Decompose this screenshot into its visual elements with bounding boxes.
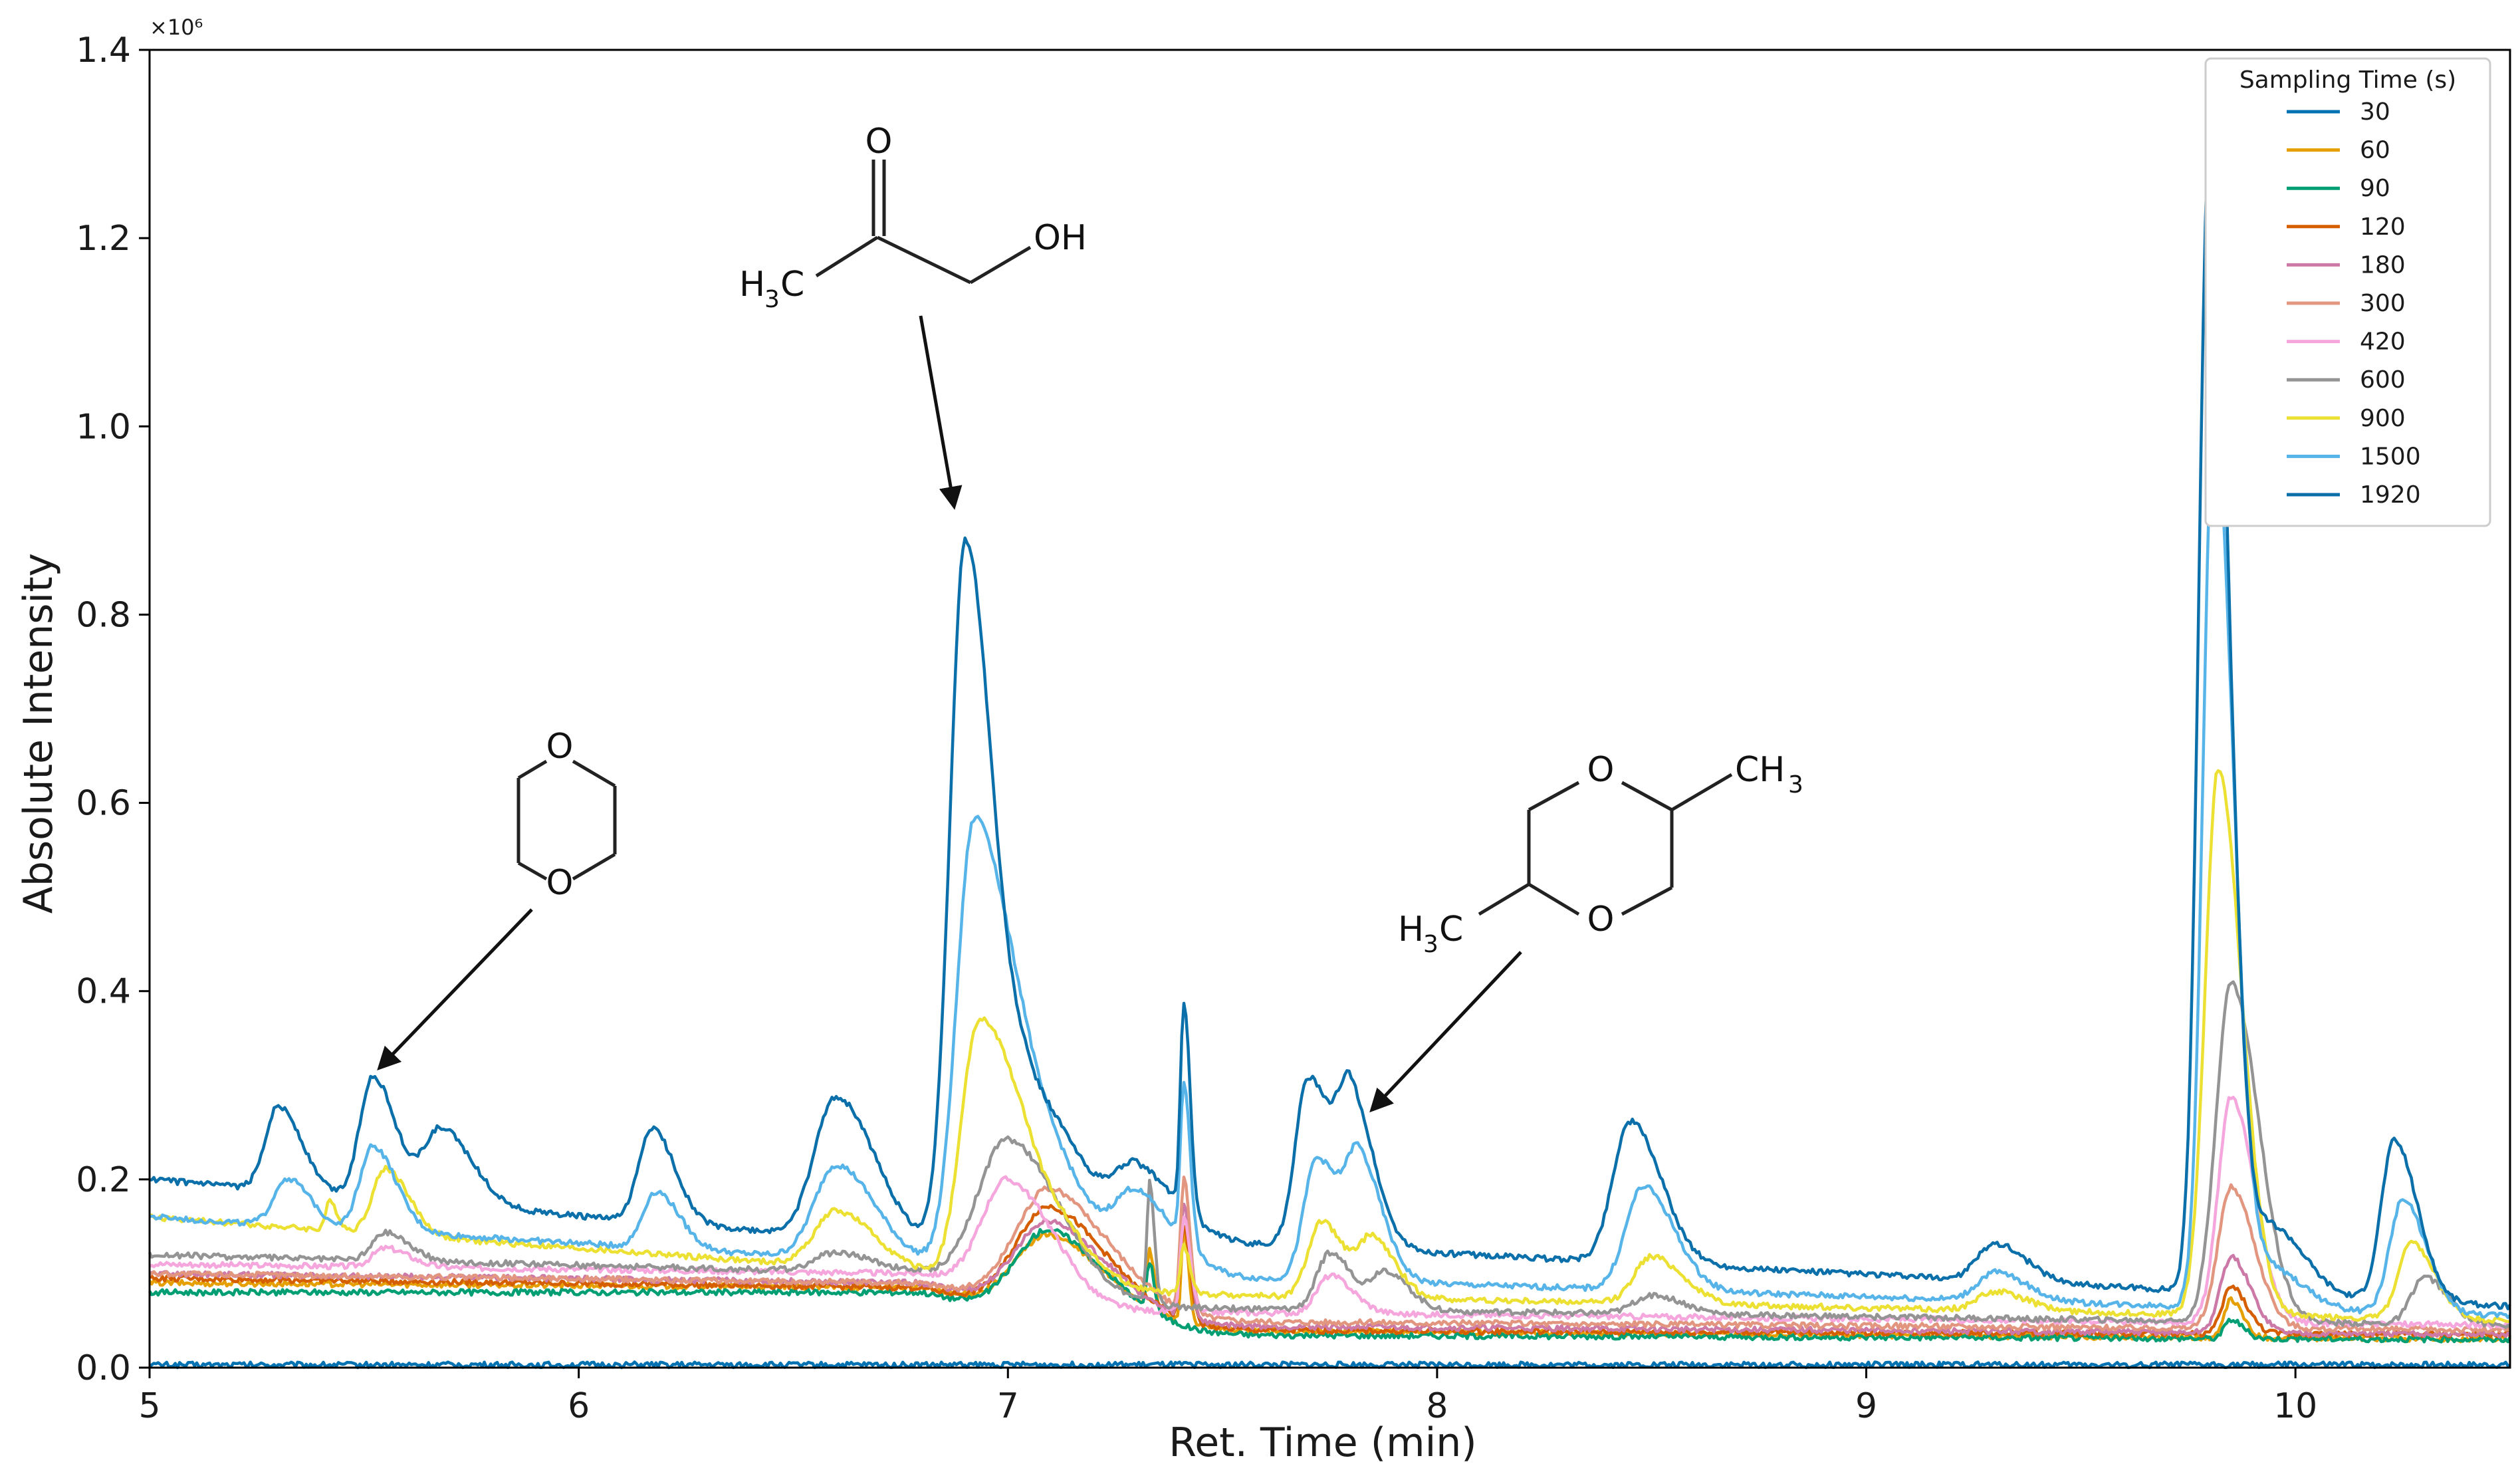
x-tick-label: 5 [138,1386,160,1426]
hydroxyacetone-h3c-sub: 3 [764,286,780,313]
dimethyl-dioxane-h3c-h: H [1398,910,1424,949]
legend-title: Sampling Time (s) [2239,66,2456,94]
dimethyl-dioxane-structure: O O CH 3 H 3 C [1369,750,1803,1113]
axes-layer [148,49,2511,1369]
legend: Sampling Time (s) 30 60 90 120 180 300 420 600 9… [2204,57,2491,527]
dimethyl-dioxane-ch3-top-sub: 3 [1788,771,1803,799]
dimethyl-dioxane-o-top: O [1587,750,1615,790]
dioxane-o-top: O [546,727,574,767]
hydroxyacetone-oh: OH [1034,218,1087,258]
legend-label-120: 120 [2360,213,2406,241]
legend-label-60: 60 [2360,137,2390,164]
y-tick-label: 0.4 [76,972,131,1012]
x-tick-label: 9 [1855,1386,1877,1426]
series-line-900 [149,769,2511,1324]
y-tick-label: 1.0 [76,407,131,447]
y-tick-label: 0.6 [76,784,131,824]
hydroxyacetone-h3c-h: H [739,265,765,305]
legend-label-180: 180 [2360,251,2406,279]
hydroxyacetone-h3c-c: C [780,265,804,305]
dimethyl-dioxane-ch3-top: CH [1735,750,1785,790]
y-tick-label: 0.8 [76,595,131,635]
x-axis-title: Ret. Time (min) [1169,1419,1476,1466]
legend-box [2204,57,2491,527]
dimethyl-dioxane-h3c-sub: 3 [1423,931,1438,958]
hydroxyacetone-arrow [919,315,963,510]
legend-label-900: 900 [2360,405,2406,432]
legend-label-300: 300 [2360,290,2406,317]
x-tick-label: 7 [997,1386,1019,1426]
series-line-1920 [149,133,2511,1310]
legend-label-600: 600 [2360,366,2406,394]
legend-label-420: 420 [2360,328,2406,356]
x-tick-label: 6 [568,1386,590,1426]
dioxane-structure: O O [377,727,617,1071]
y-tick-label: 1.2 [76,219,131,259]
dimethyl-dioxane-o-bottom: O [1587,900,1615,939]
dimethyl-dioxane-h3c-c: C [1439,910,1463,949]
dioxane-o-bottom: O [546,863,574,903]
legend-label-90: 90 [2360,175,2390,202]
hydroxyacetone-o: O [865,122,893,162]
dimethyl-dioxane-arrow [1369,951,1522,1113]
x-tick-label: 8 [1426,1386,1448,1426]
plot-frame [148,49,2511,1369]
series-line-300 [148,1175,2511,1334]
series-layer [148,133,2512,1370]
series-line-90 [148,1227,2512,1344]
y-tick-label: 0.0 [76,1348,131,1388]
dioxane-arrow [377,908,533,1071]
hydroxyacetone-structure: O OH H 3 C [739,122,1087,510]
legend-label-1920: 1920 [2360,481,2421,509]
ticks-layer: 5 6 7 8 9 10 0.0 0.2 0.4 0.6 0.8 1.0 1.2 1.4 [76,31,2317,1426]
x-tick-label: 10 [2273,1386,2317,1426]
legend-label-1500: 1500 [2360,443,2421,470]
y-exponent-label: ×10⁶ [150,15,203,40]
y-axis-title: Absolute Intensity [15,553,62,914]
series-line-600 [148,980,2511,1329]
series-line-180 [148,1202,2511,1339]
legend-label-30: 30 [2360,98,2390,126]
series-line-1500 [149,412,2511,1319]
y-tick-label: 0.2 [76,1160,131,1200]
y-tick-label: 1.4 [76,31,131,70]
